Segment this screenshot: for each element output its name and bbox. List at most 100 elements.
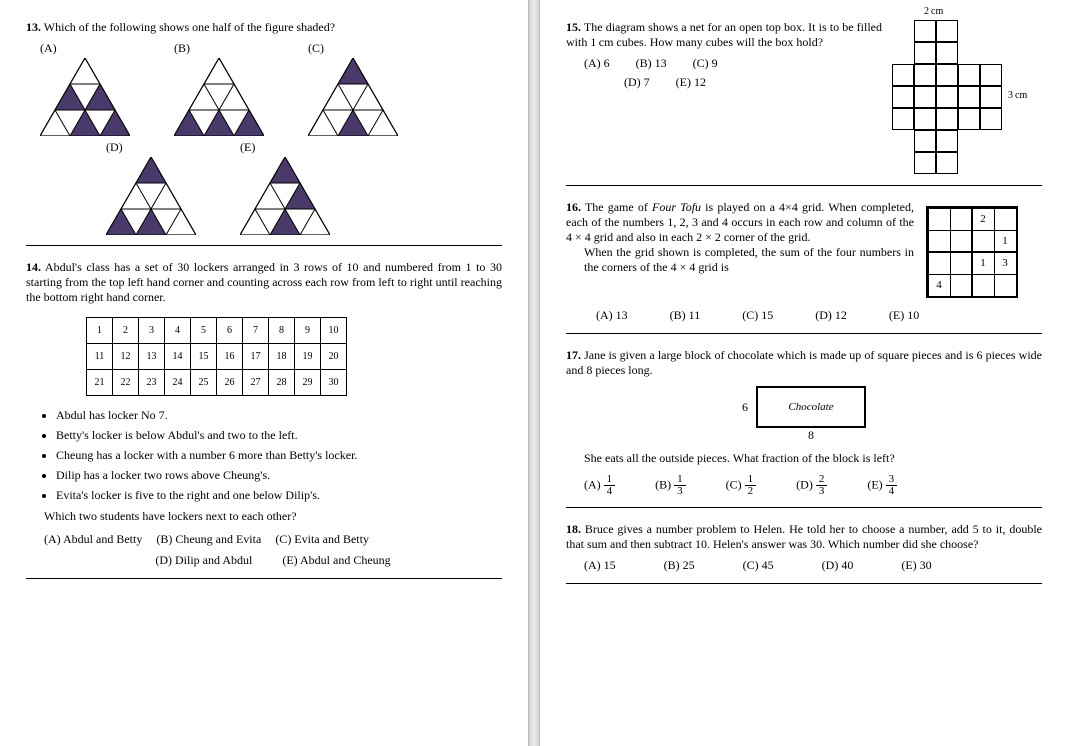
- q14-choice-d: (D) Dilip and Abdul: [155, 553, 252, 568]
- q13-number: 13.: [26, 20, 41, 34]
- locker-cell: 30: [321, 370, 347, 396]
- tofu-cell: [972, 230, 995, 253]
- locker-cell: 1: [87, 318, 113, 344]
- q13-choices-top: (A) (B) (C): [40, 41, 502, 136]
- locker-cell: 29: [295, 370, 321, 396]
- q15-width-label: 2 cm: [924, 6, 943, 17]
- q18-choice-a: (A) 15: [584, 558, 616, 573]
- locker-cell: 5: [191, 318, 217, 344]
- q17-choice: (C) 12: [726, 474, 757, 497]
- q14-clue: Abdul has locker No 7.: [56, 408, 502, 423]
- q18-choice-e: (E) 30: [901, 558, 931, 573]
- divider: [566, 583, 1042, 584]
- q15-choice-a: (A) 6: [584, 56, 610, 71]
- q16-choice-a: (A) 13: [596, 308, 628, 323]
- q17-choice: (E) 34: [867, 474, 897, 497]
- question-16: 16. The game of Four Tofu is played on a…: [566, 200, 1042, 298]
- q14-text: Abdul's class has a set of 30 lockers ar…: [26, 260, 502, 304]
- locker-cell: 23: [139, 370, 165, 396]
- locker-cell: 13: [139, 344, 165, 370]
- q18-choice-d: (D) 40: [822, 558, 854, 573]
- locker-cell: 2: [113, 318, 139, 344]
- q14-clue: Dilip has a locker two rows above Cheung…: [56, 468, 502, 483]
- q13-choices-bottom: (D) (E): [106, 140, 502, 235]
- locker-table: 1234567891011121314151617181920212223242…: [86, 317, 347, 396]
- tofu-cell: [928, 252, 951, 275]
- locker-cell: 25: [191, 370, 217, 396]
- tofu-cell: 1: [972, 252, 995, 275]
- q13-label-e: (E): [240, 140, 255, 155]
- q18-choice-b: (B) 25: [664, 558, 695, 573]
- q18-number: 18.: [566, 522, 581, 536]
- locker-cell: 10: [321, 318, 347, 344]
- left-page: 13. Which of the following shows one hal…: [0, 0, 528, 746]
- question-15: 15. The diagram shows a net for an open …: [566, 20, 1042, 175]
- tofu-cell: [994, 274, 1017, 297]
- locker-cell: 24: [165, 370, 191, 396]
- tofu-cell: [950, 274, 973, 297]
- question-13: 13. Which of the following shows one hal…: [26, 20, 502, 235]
- tofu-cell: 2: [972, 208, 995, 231]
- locker-cell: 12: [113, 344, 139, 370]
- locker-cell: 18: [269, 344, 295, 370]
- q17-choice: (A) 14: [584, 474, 615, 497]
- q16-choices: (A) 13 (B) 11 (C) 15 (D) 12 (E) 10: [596, 308, 1042, 323]
- q17-bottom-label: 8: [808, 428, 814, 443]
- q15-net-diagram: 2 cm 3 cm: [892, 20, 1042, 175]
- right-page: 15. The diagram shows a net for an open …: [540, 0, 1068, 746]
- divider: [566, 507, 1042, 508]
- q15-number: 15.: [566, 20, 581, 34]
- tofu-cell: [928, 208, 951, 231]
- locker-cell: 27: [243, 370, 269, 396]
- locker-cell: 15: [191, 344, 217, 370]
- locker-cell: 22: [113, 370, 139, 396]
- q15-choice-e: (E) 12: [676, 75, 706, 90]
- divider: [566, 333, 1042, 334]
- q17-number: 17.: [566, 348, 581, 362]
- locker-cell: 21: [87, 370, 113, 396]
- q13-label-d: (D): [106, 140, 123, 155]
- q17-choice: (D) 23: [796, 474, 827, 497]
- locker-cell: 20: [321, 344, 347, 370]
- locker-cell: 9: [295, 318, 321, 344]
- q17-chocolate-box: Chocolate: [756, 386, 866, 428]
- tofu-cell: [950, 230, 973, 253]
- tofu-cell: [950, 252, 973, 275]
- locker-cell: 8: [269, 318, 295, 344]
- q15-text: The diagram shows a net for an open top …: [566, 20, 882, 49]
- q17-side-label: 6: [742, 400, 748, 415]
- locker-cell: 14: [165, 344, 191, 370]
- divider: [566, 185, 1042, 186]
- q17-text: Jane is given a large block of chocolate…: [566, 348, 1042, 377]
- locker-cell: 6: [217, 318, 243, 344]
- question-17: 17. Jane is given a large block of choco…: [566, 348, 1042, 497]
- page-gutter: [528, 0, 540, 746]
- locker-cell: 3: [139, 318, 165, 344]
- tofu-cell: [950, 208, 973, 231]
- q17-followup: She eats all the outside pieces. What fr…: [584, 451, 1042, 466]
- tofu-cell: [928, 230, 951, 253]
- locker-cell: 7: [243, 318, 269, 344]
- q14-choice-b: (B) Cheung and Evita: [156, 532, 261, 547]
- q13-label-c: (C): [308, 41, 324, 56]
- tofu-cell: 4: [928, 274, 951, 297]
- q14-number: 14.: [26, 260, 41, 274]
- q15-choice-c: (C) 9: [693, 56, 718, 71]
- q16-number: 16.: [566, 200, 581, 214]
- q16-game-name: Four Tofu: [652, 200, 701, 214]
- locker-cell: 19: [295, 344, 321, 370]
- q15-choice-b: (B) 13: [636, 56, 667, 71]
- locker-cell: 17: [243, 344, 269, 370]
- q15-choice-d: (D) 7: [624, 75, 650, 90]
- q18-text: Bruce gives a number problem to Helen. H…: [566, 522, 1042, 551]
- q14-choice-e: (E) Abdul and Cheung: [282, 553, 390, 568]
- q18-choice-c: (C) 45: [743, 558, 774, 573]
- q16-choice-d: (D) 12: [815, 308, 847, 323]
- q16-choice-e: (E) 10: [889, 308, 919, 323]
- q13-text: Which of the following shows one half of…: [44, 20, 335, 34]
- locker-cell: 11: [87, 344, 113, 370]
- q17-choices: (A) 14(B) 13(C) 12(D) 23(E) 34: [584, 474, 1042, 497]
- q15-height-label: 3 cm: [1008, 90, 1027, 101]
- question-14: 14. Abdul's class has a set of 30 locker…: [26, 260, 502, 568]
- q14-choice-c: (C) Evita and Betty: [275, 532, 369, 547]
